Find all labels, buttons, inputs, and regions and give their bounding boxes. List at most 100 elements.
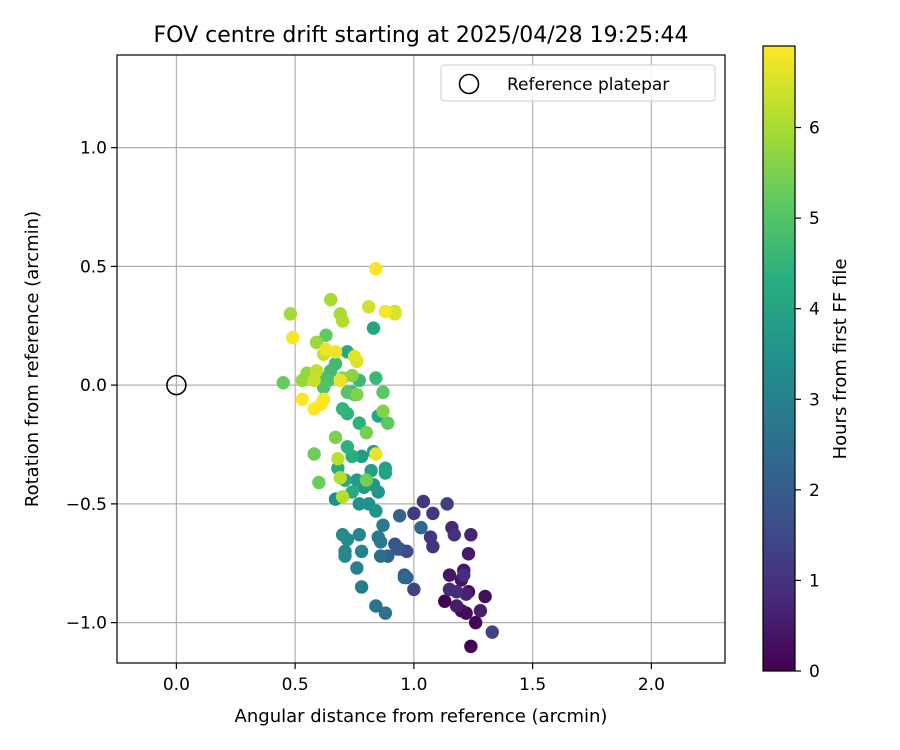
data-point	[316, 380, 331, 395]
legend: Reference platepar	[440, 64, 716, 102]
data-point	[392, 509, 407, 523]
colorbar-tick-label: 0	[809, 662, 820, 682]
data-point	[350, 387, 364, 402]
data-point	[371, 530, 385, 544]
data-point	[438, 594, 452, 608]
data-point	[473, 604, 488, 618]
data-point	[352, 497, 366, 511]
data-point	[340, 532, 355, 547]
data-point	[464, 639, 478, 654]
data-point	[366, 321, 381, 335]
data-point	[319, 328, 333, 342]
data-point	[378, 466, 393, 480]
data-point	[373, 549, 388, 563]
data-point	[369, 599, 383, 613]
data-points	[276, 262, 499, 654]
data-point	[354, 544, 369, 559]
data-point	[442, 568, 457, 582]
colorbar-ticks: 0 1 2 3 4 5 6	[795, 119, 820, 682]
data-point	[319, 342, 333, 357]
colorbar-tick-label: 5	[809, 209, 820, 229]
data-point	[333, 471, 347, 485]
y-tick-label: −0.5	[66, 495, 107, 515]
y-tick-label: 0.5	[80, 257, 107, 277]
data-point	[335, 314, 350, 328]
data-point	[354, 580, 369, 594]
data-point	[440, 497, 454, 511]
data-point	[316, 392, 331, 407]
data-point	[447, 528, 461, 542]
data-point	[354, 449, 369, 464]
colorbar-label: Hours from first FF file	[830, 259, 851, 460]
reference-platepar-marker	[166, 374, 187, 396]
data-point	[283, 307, 298, 321]
data-point	[340, 440, 355, 454]
data-point	[369, 447, 383, 461]
data-point	[347, 349, 362, 364]
data-point	[407, 582, 421, 597]
data-point	[376, 385, 390, 399]
data-point	[376, 518, 390, 532]
x-tick-label: 0.5	[282, 675, 309, 695]
data-point	[350, 473, 364, 487]
legend-marker-icon	[458, 73, 480, 95]
data-point	[423, 530, 438, 544]
data-point	[485, 625, 499, 639]
data-point	[416, 494, 431, 509]
data-point	[331, 452, 345, 466]
data-point	[478, 589, 492, 604]
data-point	[286, 330, 300, 345]
data-point	[376, 404, 390, 418]
colorbar-tick-label: 6	[809, 119, 820, 139]
data-point	[359, 473, 374, 487]
colorbar-gradient	[762, 45, 796, 672]
data-point	[352, 416, 366, 430]
x-tick-label: 2.0	[638, 675, 665, 695]
colorbar: 0 1 2 3 4 5 6 Hours from first FF file	[762, 45, 851, 682]
y-axis-label: Rotation from reference (arcmin)	[22, 211, 43, 507]
data-point	[350, 561, 364, 575]
data-point	[328, 430, 343, 445]
x-axis-ticks: 0.0 0.5 1.0 1.5 2.0	[163, 663, 665, 695]
data-point	[333, 373, 347, 388]
data-point	[390, 542, 404, 556]
data-point	[295, 373, 309, 388]
colorbar-tick-label: 1	[809, 571, 820, 591]
data-point	[359, 425, 374, 440]
data-point	[352, 528, 366, 542]
data-point	[335, 490, 350, 504]
data-point	[338, 549, 352, 563]
x-tick-label: 1.5	[519, 675, 546, 695]
data-point	[378, 606, 393, 620]
colorbar-tick-label: 3	[809, 390, 820, 410]
data-point	[307, 373, 321, 388]
data-point	[464, 528, 478, 542]
data-point	[324, 292, 338, 307]
data-point	[276, 376, 290, 390]
y-tick-label: 1.0	[80, 139, 107, 159]
data-point	[407, 506, 421, 521]
data-point	[295, 392, 309, 407]
x-axis-label: Angular distance from reference (arcmin)	[235, 706, 608, 727]
legend-label: Reference platepar	[507, 75, 669, 95]
y-tick-label: 0.0	[80, 376, 107, 396]
grid-lines	[117, 55, 725, 663]
y-axis-ticks: 1.0 0.5 0.0 −0.5 −1.0	[66, 139, 117, 634]
data-point	[449, 599, 464, 613]
data-point	[312, 475, 326, 490]
data-point	[309, 335, 324, 350]
plot-frame	[116, 54, 726, 664]
x-tick-label: 0.0	[163, 675, 190, 695]
data-point	[369, 371, 383, 385]
data-point	[468, 615, 483, 630]
chart-title: FOV centre drift starting at 2025/04/28 …	[154, 23, 689, 48]
legend-box	[440, 64, 716, 102]
data-point	[449, 585, 464, 599]
data-point	[378, 304, 393, 319]
data-point	[369, 262, 383, 276]
data-point	[457, 568, 471, 582]
x-tick-label: 1.0	[400, 675, 427, 695]
data-point	[426, 506, 440, 521]
data-point	[381, 416, 395, 430]
